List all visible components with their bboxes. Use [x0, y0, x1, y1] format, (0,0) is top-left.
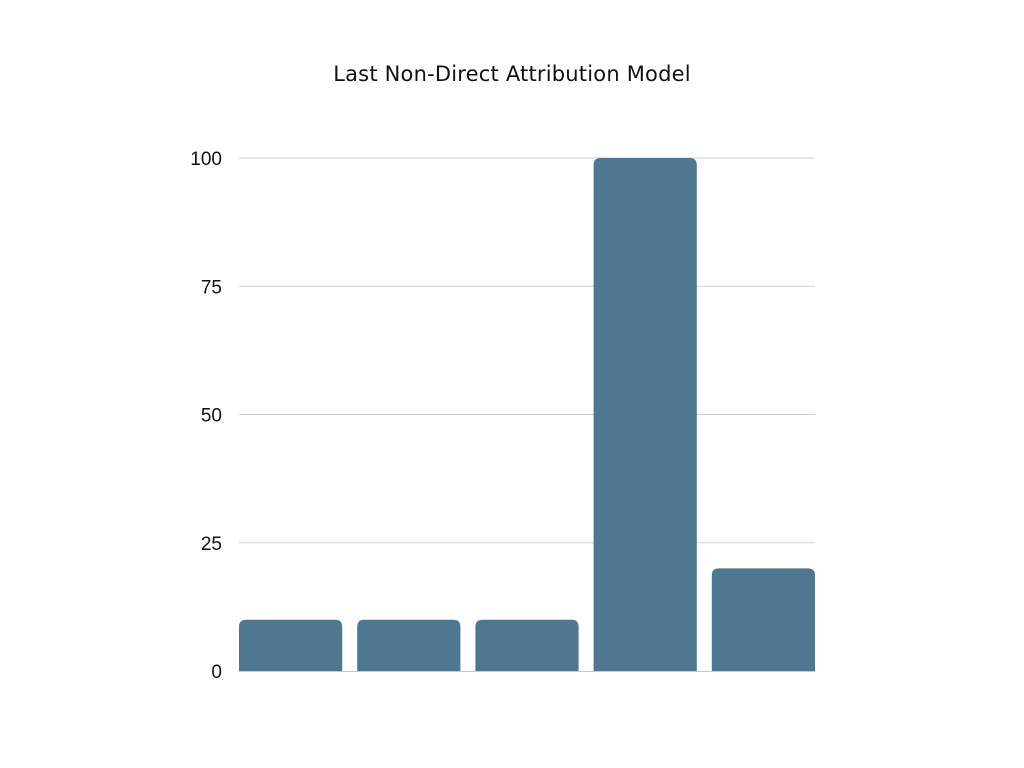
chart-title: Last Non-Direct Attribution Model — [333, 62, 691, 86]
y-tick-label-100: 100 — [190, 149, 222, 170]
bar-5 — [711, 568, 815, 671]
bar-3 — [475, 619, 579, 671]
bars — [239, 158, 815, 671]
y-tick-label-50: 50 — [201, 406, 222, 427]
bar-1 — [239, 619, 343, 671]
y-axis-ticks: 0 25 50 75 100 — [190, 149, 222, 683]
y-tick-label-0: 0 — [211, 662, 222, 683]
gridlines — [239, 157, 815, 544]
bar-4 — [593, 158, 697, 671]
y-tick-label-75: 75 — [201, 277, 222, 298]
y-tick-label-25: 25 — [201, 534, 222, 555]
bar-2 — [357, 619, 461, 671]
